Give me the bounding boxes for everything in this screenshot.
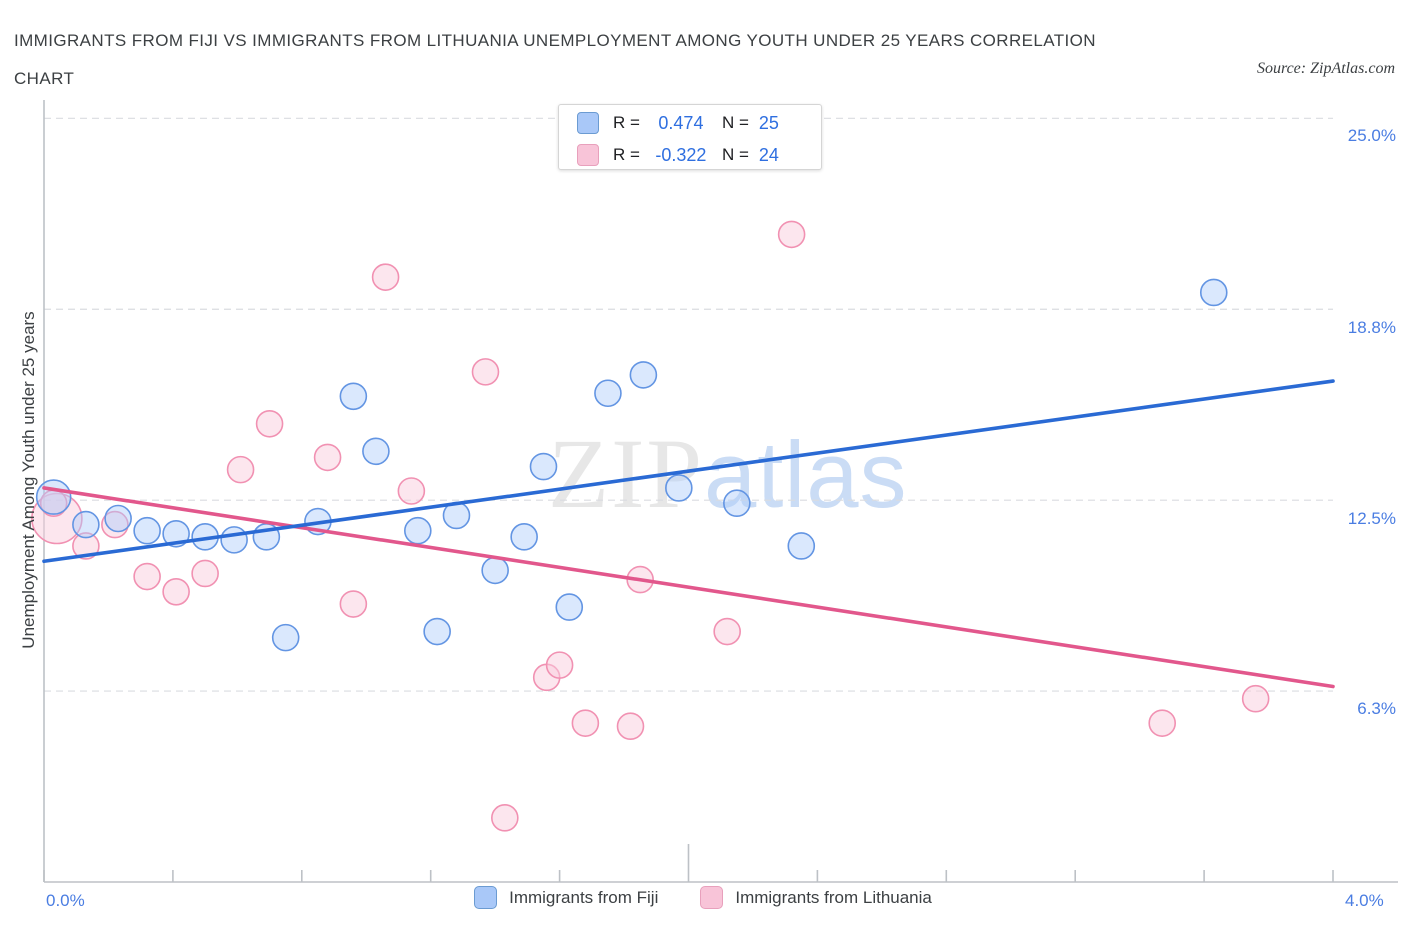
fiji-data-point	[529, 452, 558, 481]
lithuania-data-point	[777, 220, 806, 249]
lithuania-data-point	[1241, 684, 1270, 713]
fiji-data-point	[133, 516, 161, 545]
r-label: R =	[613, 145, 640, 164]
lithuania-data-point	[545, 651, 574, 679]
fiji-trend-line	[42, 379, 1335, 564]
r-label: R =	[613, 113, 640, 132]
lithuania-data-point	[491, 804, 519, 832]
fiji-legend-label: Immigrants from Fiji	[509, 887, 659, 907]
n-label: N =	[721, 113, 749, 132]
watermark-atlas: atlas	[704, 422, 908, 527]
lithuania-legend-label: Immigrants from Lithuania	[735, 887, 932, 907]
y-tick-label-25: 25.0%	[1347, 126, 1396, 145]
n-label: N =	[721, 145, 749, 164]
lithuania-data-point	[255, 409, 284, 438]
legend-row-lithuania: R = -0.322 N = 24	[577, 142, 821, 168]
y-tick-label-6_3: 6.3%	[1357, 699, 1396, 718]
lithuania-data-point	[616, 712, 645, 741]
lithuania-trend-line	[42, 486, 1335, 689]
fiji-data-point	[104, 504, 132, 533]
lithuania-data-point	[1148, 709, 1177, 737]
x-tick-label-max: 4.0%	[1345, 891, 1384, 910]
lithuania-data-point	[133, 562, 161, 591]
lithuania-data-point	[191, 559, 219, 588]
n-value-fiji: 25	[758, 112, 779, 133]
fiji-swatch-icon	[577, 112, 599, 134]
y-tick-label-12_5: 12.5%	[1347, 509, 1396, 528]
r-value-lithuania: -0.322	[655, 144, 707, 165]
fiji-data-point	[594, 379, 622, 408]
fiji-data-point	[665, 474, 693, 502]
series-legend: Immigrants from Fiji Immigrants from Lit…	[0, 886, 1406, 909]
fiji-data-point	[339, 382, 368, 411]
lithuania-data-point	[313, 443, 342, 472]
legend-item-fiji: Immigrants from Fiji	[474, 886, 658, 909]
fiji-data-point	[362, 437, 390, 466]
fiji-data-point	[72, 510, 100, 539]
fiji-data-point	[723, 489, 751, 518]
legend-item-lithuania: Immigrants from Lithuania	[700, 886, 932, 909]
x-tick-label-min: 0.0%	[46, 891, 85, 910]
fiji-data-point	[35, 479, 72, 515]
fiji-data-point	[220, 526, 248, 554]
lithuania-legend-swatch-icon	[700, 886, 724, 909]
page-title-line1: IMMIGRANTS FROM FIJI VS IMMIGRANTS FROM …	[14, 31, 1096, 50]
fiji-data-point	[271, 623, 300, 652]
lithuania-data-point	[72, 532, 100, 560]
lithuania-data-point	[371, 263, 400, 291]
lithuania-swatch-icon	[577, 144, 599, 166]
legend-row-fiji: R = 0.474 N = 25	[577, 110, 821, 136]
fiji-data-point	[787, 532, 816, 560]
lithuania-data-point	[571, 709, 600, 737]
lithuania-data-point	[713, 617, 741, 646]
y-tick-label-18_8: 18.8%	[1347, 318, 1396, 337]
fiji-legend-swatch-icon	[474, 886, 498, 909]
n-value-lithuania: 24	[758, 144, 779, 165]
lithuania-data-point	[471, 358, 500, 386]
fiji-data-point	[555, 593, 584, 621]
fiji-data-point	[423, 617, 451, 646]
fiji-data-point	[404, 516, 432, 545]
r-value-fiji: 0.474	[658, 112, 704, 133]
page-title: IMMIGRANTS FROM FIJI VS IMMIGRANTS FROM …	[14, 22, 1224, 98]
y-axis-title: Unemployment Among Youth under 25 years	[19, 311, 38, 649]
fiji-data-point	[481, 556, 509, 585]
fiji-data-point	[629, 361, 658, 389]
correlation-legend-box: R = 0.474 N = 25 R = -0.322 N = 24	[558, 104, 822, 170]
lithuania-data-point	[226, 455, 255, 484]
lithuania-data-point	[162, 578, 190, 606]
lithuania-data-point	[339, 590, 368, 618]
lithuania-data-point	[397, 477, 426, 505]
fiji-data-point	[510, 523, 538, 551]
page-title-line2: CHART	[14, 69, 75, 88]
source-attribution: Source: ZipAtlas.com	[1256, 60, 1395, 77]
fiji-data-point	[1199, 278, 1228, 307]
